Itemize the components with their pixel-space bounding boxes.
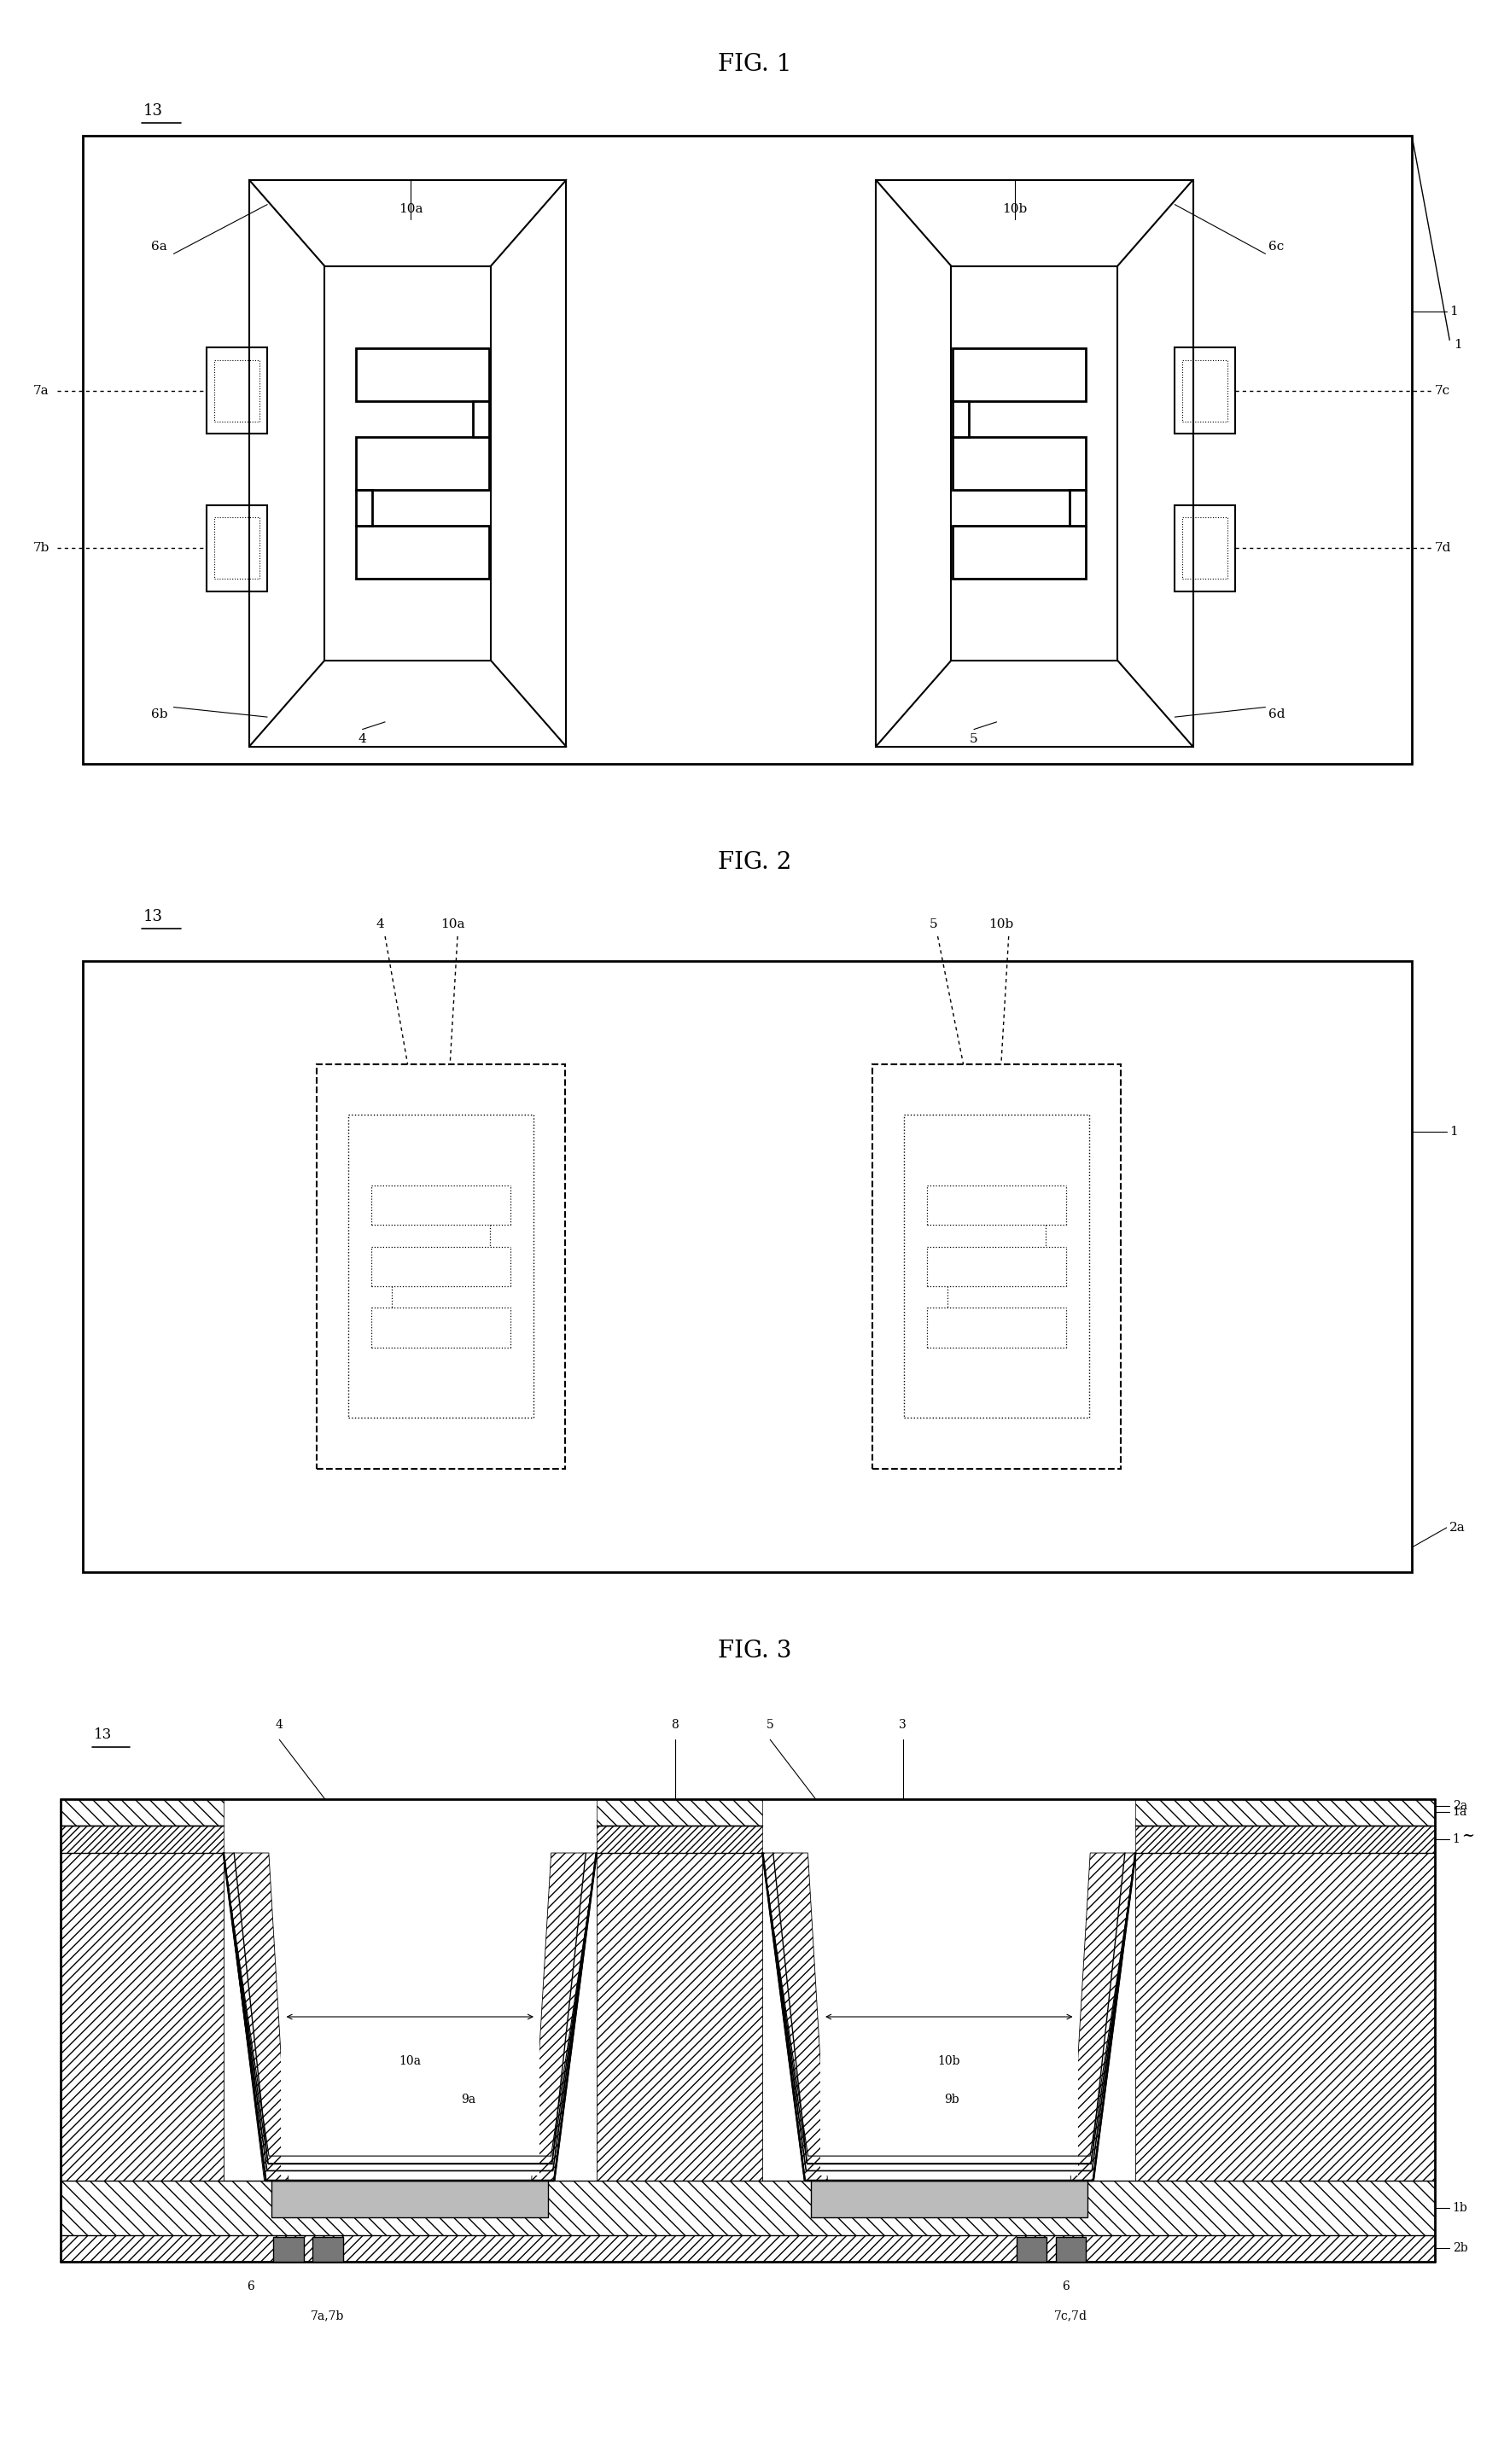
Bar xyxy=(1069,490,1086,525)
Text: 4: 4 xyxy=(275,1720,284,1730)
Polygon shape xyxy=(763,1853,827,2181)
Text: 1b: 1b xyxy=(1453,2203,1468,2213)
Text: 10b: 10b xyxy=(1003,205,1027,214)
Polygon shape xyxy=(60,1853,223,2181)
Bar xyxy=(356,436,489,490)
Polygon shape xyxy=(532,1853,596,2181)
Bar xyxy=(356,347,489,402)
Text: 6: 6 xyxy=(248,2282,254,2292)
Bar xyxy=(1055,2237,1086,2262)
Bar xyxy=(953,525,1086,579)
Bar xyxy=(249,180,566,747)
Text: FIG. 1: FIG. 1 xyxy=(719,52,791,76)
Text: 10a: 10a xyxy=(441,919,465,929)
Bar xyxy=(1182,360,1228,421)
Text: 5: 5 xyxy=(929,919,938,929)
Text: ~: ~ xyxy=(423,2075,438,2089)
Polygon shape xyxy=(596,1799,763,1826)
Polygon shape xyxy=(596,1853,763,2181)
Bar xyxy=(876,180,1193,747)
Text: FIG. 3: FIG. 3 xyxy=(719,1639,791,1663)
Text: 8: 8 xyxy=(672,1720,678,1730)
Text: 6: 6 xyxy=(1063,2282,1069,2292)
Bar xyxy=(1016,2237,1046,2262)
Text: 10b: 10b xyxy=(989,919,1013,929)
Text: 7b: 7b xyxy=(33,542,50,554)
Polygon shape xyxy=(60,1799,223,1826)
Bar xyxy=(811,2181,1087,2218)
Text: 6b: 6b xyxy=(151,710,168,719)
Text: 4: 4 xyxy=(358,734,367,744)
Polygon shape xyxy=(1136,1799,1434,1826)
Text: 1: 1 xyxy=(1450,1126,1459,1138)
Text: FIG. 2: FIG. 2 xyxy=(719,850,791,875)
Bar xyxy=(953,436,1086,490)
Bar xyxy=(214,517,260,579)
Text: 6d: 6d xyxy=(1268,710,1285,719)
Bar xyxy=(83,136,1412,764)
Text: 13: 13 xyxy=(94,1727,112,1742)
Polygon shape xyxy=(60,2235,1434,2262)
Bar xyxy=(903,1114,1090,1417)
Bar xyxy=(272,2181,548,2218)
Bar xyxy=(356,490,373,525)
Polygon shape xyxy=(1136,1826,1434,1853)
Polygon shape xyxy=(596,1826,763,1853)
Polygon shape xyxy=(1136,1853,1434,2181)
Bar xyxy=(317,1064,565,1469)
Text: 1a: 1a xyxy=(1453,1806,1468,1818)
Text: 13: 13 xyxy=(143,909,163,924)
Text: 7d: 7d xyxy=(1434,542,1451,554)
Bar xyxy=(273,2237,304,2262)
Text: 13: 13 xyxy=(143,103,163,118)
Text: 10a: 10a xyxy=(399,2055,421,2067)
Bar xyxy=(325,266,491,660)
Bar xyxy=(207,347,267,434)
Text: ~: ~ xyxy=(1462,1828,1474,1843)
Bar xyxy=(347,1114,535,1417)
Text: 7a,7b: 7a,7b xyxy=(311,2311,344,2321)
Text: 1: 1 xyxy=(1454,340,1463,350)
Text: 2a: 2a xyxy=(1453,1801,1468,1811)
Polygon shape xyxy=(60,1826,223,1853)
Bar xyxy=(1182,517,1228,579)
Bar xyxy=(214,360,260,421)
Text: 10a: 10a xyxy=(399,205,423,214)
Text: ~: ~ xyxy=(906,2075,921,2089)
Bar xyxy=(873,1064,1120,1469)
Text: 10b: 10b xyxy=(938,2055,960,2067)
Bar xyxy=(313,2237,343,2262)
Text: 9b: 9b xyxy=(944,2094,959,2104)
Text: 5: 5 xyxy=(969,734,978,744)
Bar xyxy=(951,266,1117,660)
Text: 5: 5 xyxy=(767,1720,773,1730)
Bar xyxy=(953,402,969,436)
Bar xyxy=(1175,505,1235,591)
Polygon shape xyxy=(223,1853,288,2181)
Bar xyxy=(953,347,1086,402)
Text: 6c: 6c xyxy=(1268,241,1284,251)
Text: 1: 1 xyxy=(1453,1833,1460,1846)
Text: 2b: 2b xyxy=(1453,2242,1468,2255)
Text: 1: 1 xyxy=(1450,306,1459,318)
Bar xyxy=(356,525,489,579)
Polygon shape xyxy=(1071,1853,1136,2181)
Bar xyxy=(820,1853,1078,2176)
Bar xyxy=(207,505,267,591)
Polygon shape xyxy=(223,1853,266,2181)
Text: 7c,7d: 7c,7d xyxy=(1054,2311,1087,2321)
Text: 9a: 9a xyxy=(461,2094,476,2104)
Bar xyxy=(1175,347,1235,434)
Text: 3: 3 xyxy=(900,1720,906,1730)
Text: 2a: 2a xyxy=(1450,1523,1466,1533)
Text: 4: 4 xyxy=(376,919,385,929)
Bar xyxy=(83,961,1412,1572)
Bar xyxy=(473,402,489,436)
Polygon shape xyxy=(60,2181,1434,2235)
Text: 7c: 7c xyxy=(1434,384,1450,397)
Text: 7a: 7a xyxy=(33,384,50,397)
Text: 6a: 6a xyxy=(151,241,168,251)
Bar xyxy=(281,1853,539,2176)
